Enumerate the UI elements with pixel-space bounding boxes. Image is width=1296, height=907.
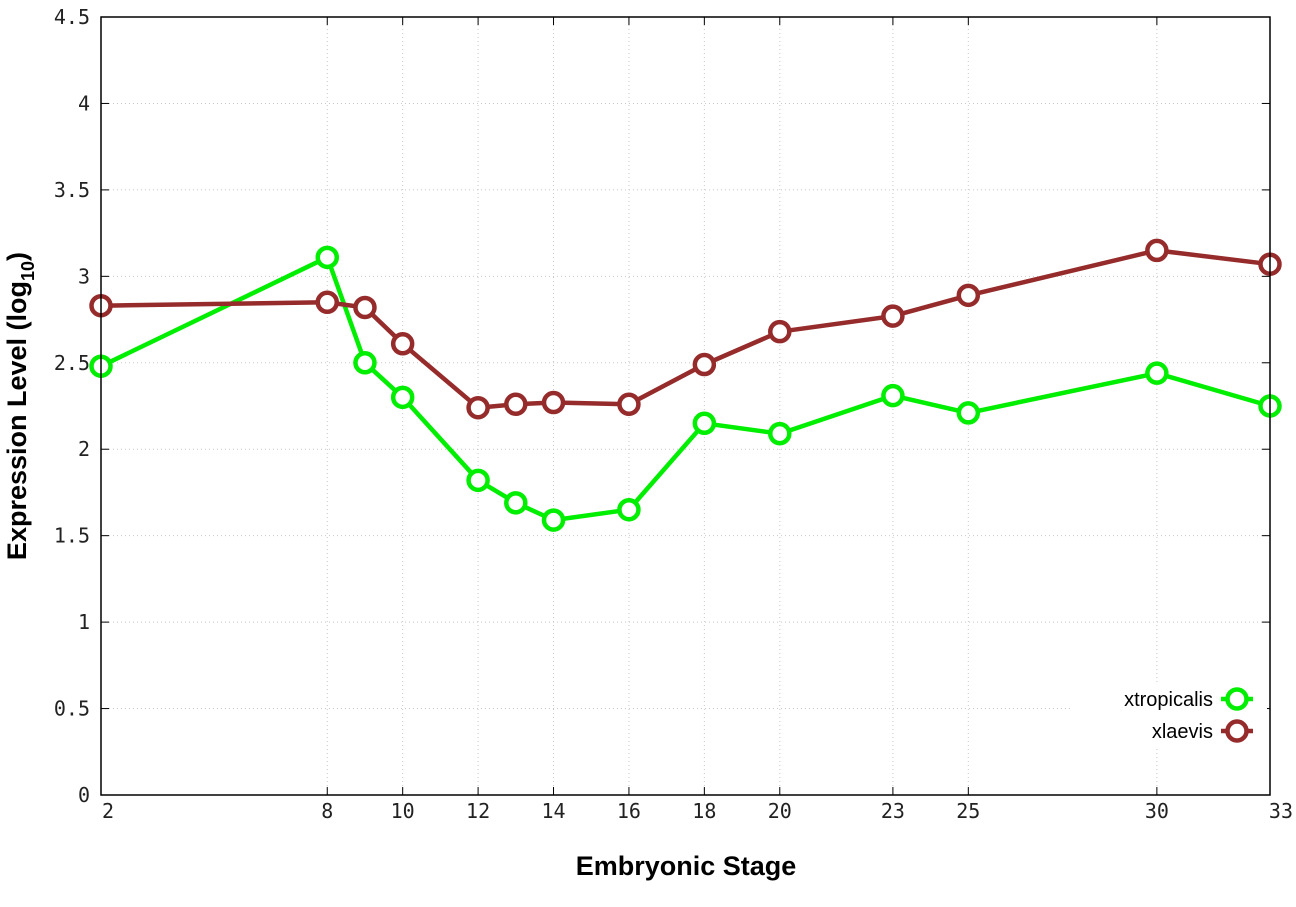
x-axis-title: Embryonic Stage bbox=[576, 851, 797, 881]
y-tick-label: 4 bbox=[78, 91, 90, 115]
y-axis-title-main: Expression Level (log bbox=[2, 281, 32, 560]
legend-swatch-marker bbox=[1225, 719, 1249, 743]
data-point-xtropicalis bbox=[881, 383, 905, 408]
data-point-xtropicalis bbox=[466, 468, 490, 493]
y-tick-label: 1.5 bbox=[54, 524, 90, 548]
legend-label-xtropicalis: xtropicalis bbox=[1124, 689, 1213, 711]
tick-layer: 0 0.5 1 1.5 2 2.5 3 3.5 4 4.5 2 8 10 12 14 16 18 20 23 25 30… bbox=[54, 5, 1293, 823]
data-point-xlaevis bbox=[541, 390, 566, 415]
x-tick-label: 14 bbox=[541, 799, 565, 823]
x-tick-label: 23 bbox=[881, 799, 905, 823]
data-point-xtropicalis bbox=[617, 497, 641, 522]
series-layer bbox=[89, 238, 1282, 532]
data-point-xlaevis bbox=[768, 319, 792, 344]
data-point-xtropicalis bbox=[541, 508, 566, 532]
data-point-xtropicalis bbox=[504, 491, 528, 515]
data-point-xlaevis bbox=[881, 304, 905, 328]
data-point-xtropicalis bbox=[1145, 361, 1169, 385]
data-point-xlaevis bbox=[353, 295, 377, 320]
y-axis-title-subscript: 10 bbox=[18, 261, 38, 281]
y-tick-label: 1 bbox=[78, 610, 90, 634]
y-axis-title: Expression Level (log10) bbox=[2, 252, 38, 560]
data-point-xtropicalis bbox=[390, 385, 415, 410]
data-point-xlaevis bbox=[617, 392, 641, 417]
data-point-xtropicalis bbox=[956, 401, 981, 425]
y-tick-label: 3 bbox=[78, 264, 90, 288]
legend-swatch-marker bbox=[1225, 687, 1249, 711]
x-tick-label: 12 bbox=[466, 799, 490, 823]
y-tick-label: 4.5 bbox=[54, 5, 90, 29]
data-point-xlaevis bbox=[466, 395, 490, 420]
data-point-xlaevis bbox=[956, 283, 981, 308]
series-line-xtropicalis bbox=[100, 255, 1271, 523]
data-point-xtropicalis bbox=[692, 411, 717, 436]
legend-label-xlaevis: xlaevis bbox=[1152, 721, 1213, 743]
y-tick-label: 0.5 bbox=[54, 697, 90, 721]
data-point-xtropicalis bbox=[353, 351, 377, 375]
data-point-xlaevis bbox=[692, 352, 717, 377]
x-tick-label: 33 bbox=[1269, 799, 1293, 823]
x-tick-label: 18 bbox=[692, 799, 716, 823]
x-tick-label: 2 bbox=[102, 799, 114, 823]
y-tick-label: 2 bbox=[78, 437, 90, 461]
data-point-xlaevis bbox=[1145, 238, 1169, 263]
x-tick-label: 30 bbox=[1145, 799, 1169, 823]
data-point-xlaevis bbox=[390, 332, 415, 356]
x-tick-label: 20 bbox=[768, 799, 792, 823]
x-tick-label: 25 bbox=[956, 799, 980, 823]
y-tick-label: 3.5 bbox=[54, 178, 90, 202]
data-point-xlaevis bbox=[315, 290, 340, 315]
data-point-xlaevis bbox=[504, 392, 528, 417]
y-tick-label: 0 bbox=[78, 783, 90, 807]
x-tick-label: 16 bbox=[617, 799, 641, 823]
y-axis-title-close: ) bbox=[2, 252, 32, 261]
grid-layer bbox=[101, 17, 1270, 795]
legend: xtropicalis xlaevis bbox=[1072, 682, 1267, 748]
plot-frame bbox=[100, 16, 1271, 796]
data-point-xtropicalis bbox=[315, 245, 340, 270]
data-point-xtropicalis bbox=[768, 421, 792, 446]
y-tick-label: 2.5 bbox=[54, 351, 90, 375]
x-tick-label: 8 bbox=[321, 799, 333, 823]
x-tick-label: 10 bbox=[391, 799, 415, 823]
